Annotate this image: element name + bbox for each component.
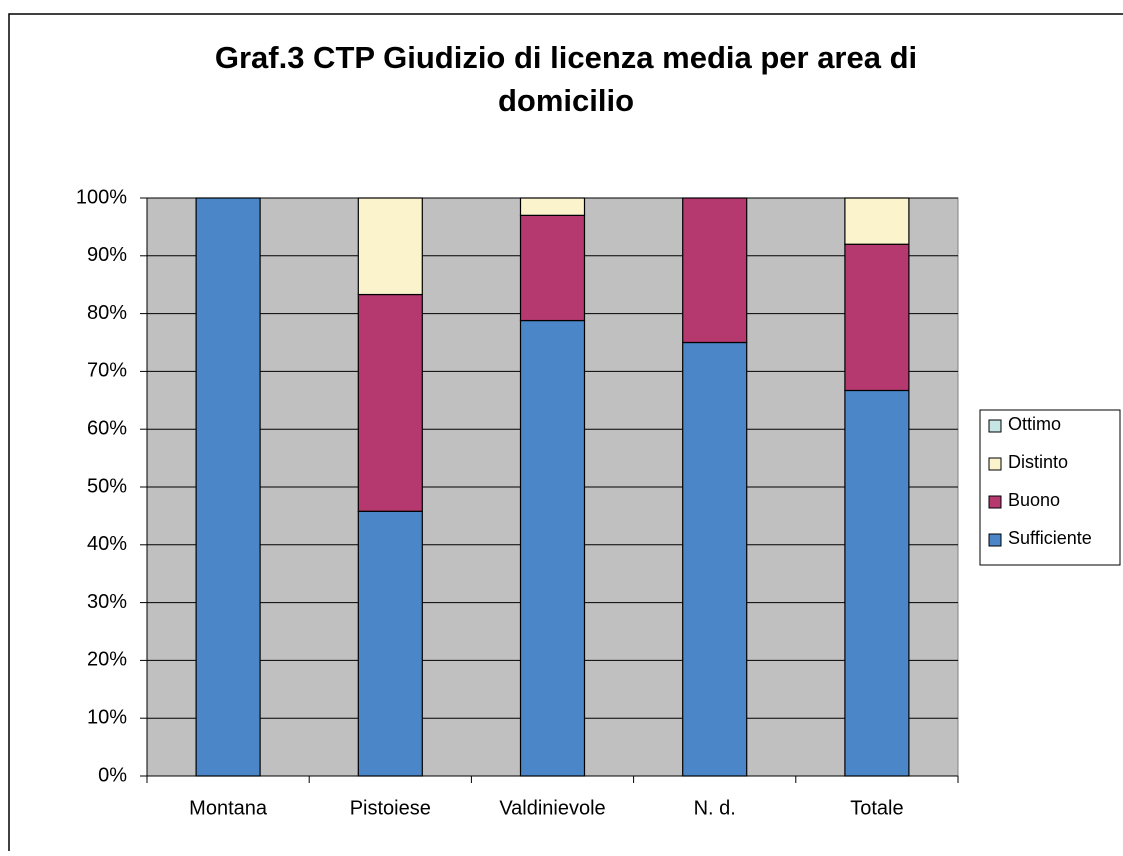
x-tick-label: Totale [850,797,903,819]
y-tick-label: 40% [87,533,127,555]
y-tick-label: 10% [87,706,127,728]
bar-segment [357,197,423,296]
bar-segment [195,197,261,777]
legend-label: Buono [1008,490,1060,510]
bar-segment [844,243,910,392]
legend-label: Distinto [1008,452,1068,472]
y-tick-label: 0% [98,764,127,786]
y-tick-label: 60% [87,417,127,439]
bar-segment [519,214,586,322]
legend-label: Ottimo [1008,414,1061,434]
y-tick-label: 50% [87,475,127,497]
bar-segment [357,293,423,512]
legend-swatch [988,495,1002,509]
x-tick-label: Montana [189,797,268,819]
y-tick-label: 80% [87,302,127,324]
frame [8,13,1123,851]
y-tick-label: 30% [87,591,127,613]
legend-swatch [988,533,1002,547]
bar-segment [844,197,910,245]
bar-segment [682,341,748,777]
bar-segment [519,319,586,777]
y-tick-label: 100% [76,186,127,208]
y-tick-label: 90% [87,244,127,266]
x-tick-label: Pistoiese [350,797,431,819]
x-tick-label: N. d. [694,797,736,819]
legend [979,409,1121,566]
bar-segment [682,197,748,344]
bar-segment [519,197,586,216]
legend-label: Sufficiente [1008,528,1092,548]
legend-swatch [988,419,1002,433]
bar-segment [844,389,910,777]
y-tick-label: 20% [87,649,127,671]
y-tick-label: 70% [87,360,127,382]
chart-title: Graf.3 CTP Giudizio di licenza media per… [215,40,917,118]
legend-swatch [988,457,1002,471]
bar-segment [357,510,423,777]
x-tick-label: Valdinievole [499,797,605,819]
